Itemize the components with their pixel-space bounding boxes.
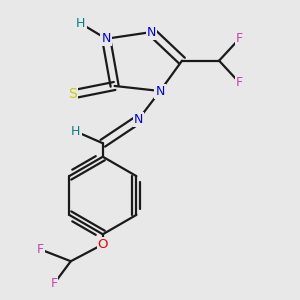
Text: F: F bbox=[236, 76, 243, 89]
Text: H: H bbox=[76, 17, 86, 30]
Text: S: S bbox=[68, 87, 77, 101]
Text: F: F bbox=[50, 277, 58, 290]
Text: O: O bbox=[98, 238, 108, 251]
Text: F: F bbox=[37, 243, 44, 256]
Text: N: N bbox=[134, 113, 143, 126]
Text: H: H bbox=[71, 125, 80, 138]
Text: N: N bbox=[101, 32, 111, 45]
Text: N: N bbox=[147, 26, 156, 38]
Text: F: F bbox=[236, 32, 243, 45]
Text: N: N bbox=[155, 85, 165, 98]
